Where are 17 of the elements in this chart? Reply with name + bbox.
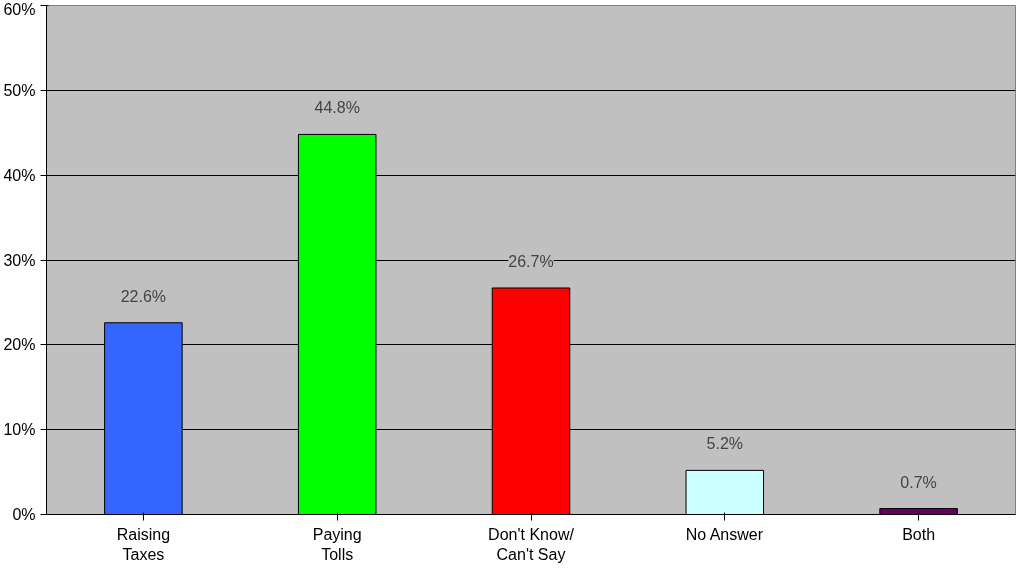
y-tick-label: 20% (3, 336, 36, 354)
y-tick-label: 60% (3, 0, 36, 18)
data-label: 5.2% (706, 435, 744, 453)
y-tick-label: 0% (12, 506, 36, 523)
data-label: 0.7% (900, 473, 937, 491)
data-label: 22.6% (120, 287, 167, 305)
x-tick-label: Paying Tolls (312, 525, 362, 563)
x-tick-label: Don't Know/ Can't Say (488, 525, 575, 563)
y-tick-label: 10% (3, 421, 36, 439)
y-tick-label: 40% (3, 166, 36, 184)
data-label: 26.7% (508, 252, 554, 270)
x-tick-label: Raising Taxes (116, 525, 171, 563)
y-tick-label: 30% (3, 251, 36, 269)
y-tick-label: 50% (3, 81, 36, 99)
x-tick-label: Both (902, 525, 936, 543)
data-label: 44.8% (314, 99, 360, 117)
x-tick-label: No Answer (685, 525, 764, 543)
